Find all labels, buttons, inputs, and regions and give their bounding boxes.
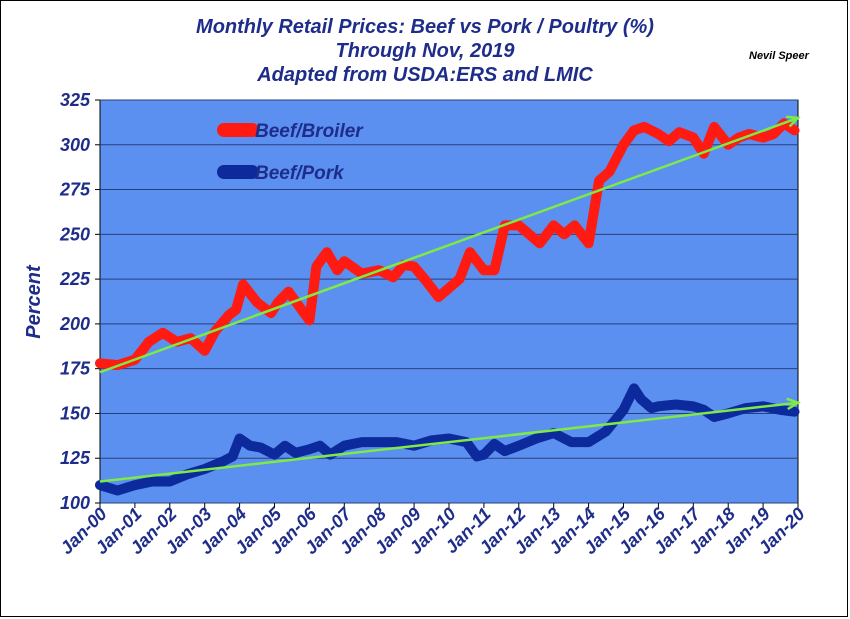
y-tick-label: 225 xyxy=(59,269,91,289)
title-line-1: Monthly Retail Prices: Beef vs Pork / Po… xyxy=(196,16,654,38)
y-tick-label: 325 xyxy=(60,90,91,110)
title-line-2: Through Nov, 2019 xyxy=(336,40,516,62)
title-line-3: Adapted from USDA:ERS and LMIC xyxy=(256,64,593,86)
chart-title: Monthly Retail Prices: Beef vs Pork / Po… xyxy=(196,16,654,86)
legend-label-beef-pork: Beef/Pork xyxy=(255,163,345,184)
trend-arrowhead xyxy=(786,397,801,411)
author-credit: Nevil Speer xyxy=(749,50,810,62)
series-line-beef-broiler xyxy=(95,118,800,371)
y-tick-label: 275 xyxy=(59,180,91,200)
y-axis-ticks: 100 125 150 175 200 225 250 275 300 325 xyxy=(59,90,100,513)
y-tick-label: 250 xyxy=(59,224,90,244)
trend-arrowhead xyxy=(785,115,801,128)
y-tick-label: 300 xyxy=(60,135,90,155)
y-tick-label: 125 xyxy=(60,448,91,468)
y-tick-label: 175 xyxy=(60,359,91,379)
trend-line-beef-broiler xyxy=(99,116,799,374)
legend-label-beef-broiler: Beef/Broiler xyxy=(255,121,364,142)
y-tick-label: 150 xyxy=(60,403,90,423)
trend-lines xyxy=(99,115,801,483)
trend-line-beef-pork xyxy=(99,401,799,483)
x-axis-ticks: Jan-00Jan-01Jan-02Jan-03Jan-04Jan-05Jan-… xyxy=(56,503,808,558)
y-tick-label: 200 xyxy=(59,314,90,334)
y-axis-label: Percent xyxy=(23,264,45,339)
legend: Beef/Broiler Beef/Pork xyxy=(217,121,364,184)
y-tick-label: 100 xyxy=(60,493,90,513)
